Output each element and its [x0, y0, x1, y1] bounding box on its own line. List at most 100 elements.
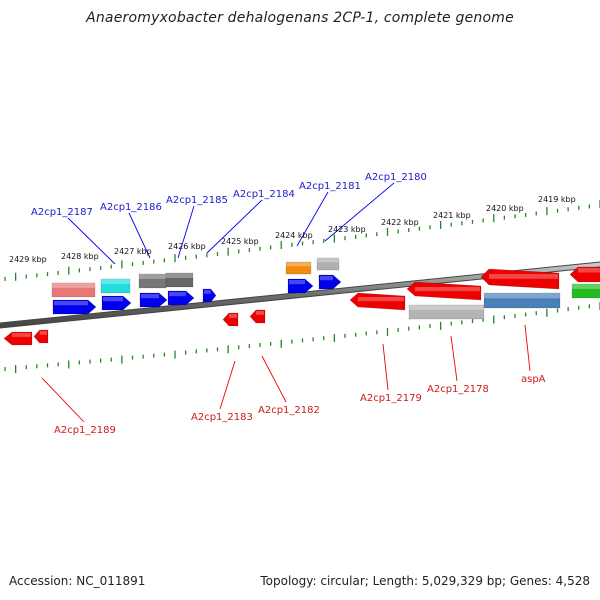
label-leader-bottom: [41, 377, 85, 423]
feature-box-lightgray: [316, 257, 340, 271]
gene-blue-6-body: [287, 278, 314, 294]
gene-red-8: [569, 266, 600, 283]
gene-blue-5-shine: [204, 290, 211, 294]
gene-red-5-body: [349, 292, 406, 311]
gene-blue-7-body: [318, 274, 342, 290]
gene-label-top: A2cp1_2187: [31, 207, 93, 218]
label-leader-top: [206, 199, 263, 254]
gene-blue-4: [167, 290, 195, 306]
gene-blue-1: [52, 299, 97, 315]
gene-red-8-body: [569, 266, 600, 283]
scale-tick-label: 2429 kbp: [9, 255, 47, 264]
scale-ticks-layer: [4, 200, 600, 374]
feature-box-salmon-shine: [52, 283, 95, 288]
gene-label-bottom: A2cp1_2182: [258, 405, 320, 416]
feature-box-cyan-body: [100, 278, 131, 294]
gene-label-top: A2cp1_2180: [365, 172, 427, 183]
feature-box-steelblue: [483, 292, 561, 309]
gene-label-top: A2cp1_2185: [166, 195, 228, 206]
gene-red-5-shine: [358, 297, 404, 302]
feature-box-gray-1-shine: [139, 274, 166, 279]
gene-label-bottom: A2cp1_2178: [427, 384, 489, 395]
gene-red-6-body: [406, 281, 482, 301]
feature-box-salmon-body: [51, 282, 96, 298]
features-layer: [3, 257, 600, 346]
map-title: Anaeromyxobacter dehalogenans 2CP-1, com…: [86, 10, 514, 26]
scale-tick-label: 2420 kbp: [486, 204, 524, 213]
label-leader-top: [177, 205, 195, 259]
gene-red-4-shine: [256, 311, 264, 315]
feature-box-green: [571, 283, 600, 299]
gene-blue-7-shine: [320, 276, 333, 281]
feature-box-gray-3-body: [408, 304, 485, 320]
feature-box-gray-2-body: [165, 272, 194, 288]
feature-box-gray-1: [138, 273, 167, 289]
gene-blue-2: [101, 295, 132, 311]
scale-tick-label: 2427 kbp: [114, 247, 152, 256]
feature-box-orange-shine: [286, 262, 311, 267]
feature-box-lightgray-body: [316, 257, 340, 271]
scale-tick-label: 2423 kbp: [328, 225, 366, 234]
gene-blue-4-shine: [169, 292, 186, 297]
feature-box-orange: [285, 261, 312, 275]
label-leader-bottom: [450, 335, 458, 382]
gene-red-8-shine: [578, 268, 600, 273]
scale-tick-label: 2426 kbp: [168, 242, 206, 251]
label-leader-top: [128, 212, 151, 259]
gene-red-2-shine: [39, 331, 47, 335]
label-leader-top: [67, 217, 116, 265]
gene-red-3: [222, 312, 239, 327]
label-lines-layer: [41, 182, 531, 423]
feature-box-gray-3: [408, 304, 485, 320]
scale-tick-label: 2419 kbp: [538, 195, 576, 204]
gene-red-6: [406, 281, 482, 301]
gene-blue-6: [287, 278, 314, 294]
gene-red-3-shine: [229, 314, 237, 318]
gene-blue-7: [318, 274, 342, 290]
gene-blue-3-shine: [141, 294, 159, 299]
gene-red-2-body: [33, 329, 49, 344]
feature-box-gray-2: [165, 272, 194, 288]
gene-red-1-shine: [12, 333, 31, 337]
accession-label: Accession: NC_011891: [9, 574, 146, 588]
gene-label-bottom: A2cp1_2183: [191, 412, 253, 423]
feature-box-cyan-shine: [101, 279, 130, 284]
gene-red-2: [33, 329, 49, 344]
gene-label-top: A2cp1_2186: [100, 202, 162, 213]
feature-box-steelblue-body: [483, 292, 561, 309]
feature-box-gray-3-shine: [409, 305, 484, 310]
label-leader-bottom: [219, 360, 236, 410]
gene-red-6-shine: [415, 287, 480, 292]
feature-box-green-body: [571, 283, 600, 299]
gene-label-bottom: A2cp1_2189: [54, 425, 116, 436]
gene-blue-1-body: [52, 299, 97, 315]
gene-red-1-body: [3, 331, 33, 346]
feature-box-gray-2-shine: [166, 273, 193, 278]
label-leader-bottom: [382, 343, 389, 391]
scale-tick-label: 2424 kbp: [275, 231, 313, 240]
label-leader-top: [296, 191, 329, 247]
gene-red-1: [3, 331, 33, 346]
gene-blue-5: [202, 288, 217, 303]
gene-red-7-shine: [489, 274, 558, 279]
gene-red-3-body: [222, 312, 239, 327]
feature-box-cyan: [100, 278, 131, 294]
gene-blue-3-body: [139, 292, 168, 308]
label-leader-bottom: [524, 324, 531, 372]
gene-blue-4-body: [167, 290, 195, 306]
gene-blue-3: [139, 292, 168, 308]
gene-label-top: A2cp1_2184: [233, 189, 295, 200]
scale-tick-label: 2421 kbp: [433, 211, 471, 220]
gene-label-bottom: A2cp1_2179: [360, 393, 422, 404]
feature-box-steelblue-shine: [484, 293, 560, 299]
gene-blue-1-shine: [54, 301, 88, 306]
feature-box-green-shine: [572, 284, 600, 289]
labels-layer: 2429 kbp 2428 kbp 2427 kbp 2426 kbp 2425 kbp…: [9, 172, 576, 436]
genome-summary: Topology: circular; Length: 5,029,329 bp…: [260, 574, 590, 588]
gene-red-4-body: [249, 309, 266, 324]
label-leader-bottom: [261, 355, 287, 403]
label-leader-top: [324, 182, 395, 242]
gene-red-5: [349, 292, 406, 311]
gene-blue-2-body: [101, 295, 132, 311]
